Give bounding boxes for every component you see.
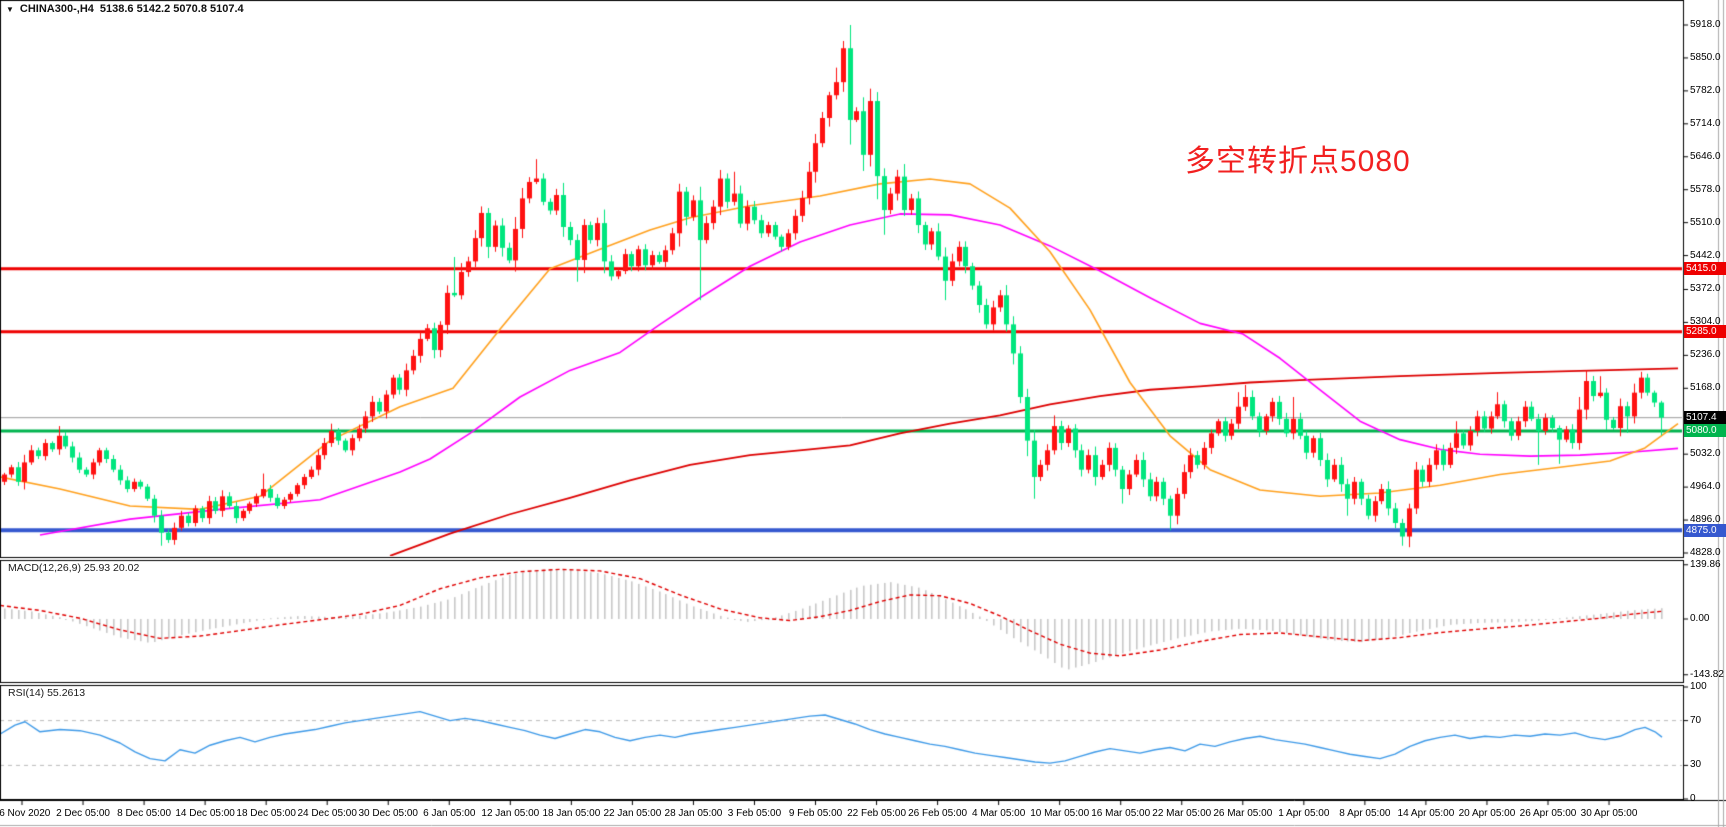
- macd-label: MACD(12,26,9) 25.93 20.02: [8, 562, 140, 574]
- annotation-text[interactable]: 多空转折点5080: [1185, 145, 1411, 178]
- symbol-period-label: CHINA300-,H4: [19, 3, 94, 15]
- symbol-dropdown-icon[interactable]: ▼: [6, 4, 14, 14]
- symbol-title: ▼ CHINA300-,H4 5138.6 5142.2 5070.8 5107…: [6, 3, 244, 15]
- ohlc-values: 5138.6 5142.2 5070.8 5107.4: [99, 3, 244, 15]
- rsi-label: RSI(14) 55.2613: [8, 687, 86, 699]
